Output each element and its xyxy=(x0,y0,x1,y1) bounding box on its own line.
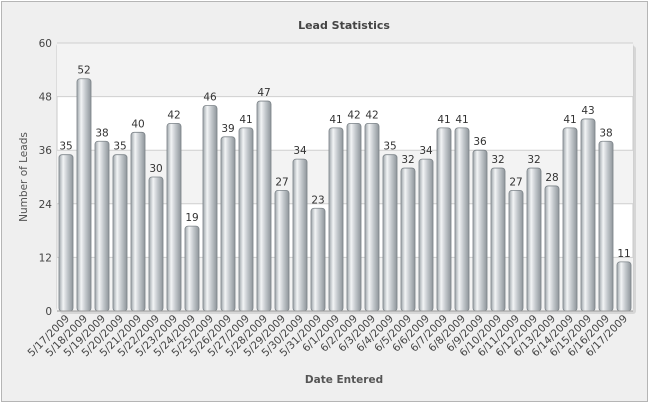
bar xyxy=(58,154,74,312)
data-label: 40 xyxy=(131,118,144,130)
bar xyxy=(562,127,578,312)
data-label: 38 xyxy=(95,127,108,139)
data-label: 35 xyxy=(113,141,126,153)
data-label: 43 xyxy=(581,105,594,117)
data-label: 41 xyxy=(563,114,576,126)
bar xyxy=(472,149,488,312)
data-label: 38 xyxy=(599,127,612,139)
data-label: 32 xyxy=(527,154,540,166)
data-label: 41 xyxy=(455,114,468,126)
bar xyxy=(220,136,236,312)
data-label: 42 xyxy=(167,109,180,121)
data-label: 11 xyxy=(617,248,630,260)
bar xyxy=(274,189,290,312)
y-tick-label: 0 xyxy=(45,306,52,318)
data-label: 39 xyxy=(221,123,234,135)
y-tick-label: 12 xyxy=(39,252,52,264)
data-label: 28 xyxy=(545,172,558,184)
bar xyxy=(328,127,344,312)
bar xyxy=(436,127,452,312)
bar xyxy=(112,154,128,312)
data-label: 41 xyxy=(329,114,342,126)
data-label: 23 xyxy=(311,194,324,206)
y-tick-label: 24 xyxy=(39,199,53,211)
bar xyxy=(76,78,92,312)
bar xyxy=(580,118,596,312)
chart-title: Lead Statistics xyxy=(298,19,390,32)
bar xyxy=(598,140,614,312)
bar xyxy=(94,140,110,312)
data-label: 34 xyxy=(419,145,433,157)
data-label: 30 xyxy=(149,163,162,175)
data-label: 52 xyxy=(77,65,90,77)
y-tick-label: 60 xyxy=(39,38,52,50)
bar xyxy=(364,123,380,312)
bar xyxy=(202,105,218,312)
bar xyxy=(454,127,470,312)
bar xyxy=(382,154,398,312)
bar xyxy=(166,123,182,312)
grid-band xyxy=(57,43,633,97)
x-axis-title: Date Entered xyxy=(305,374,383,386)
bar xyxy=(310,207,326,312)
bar xyxy=(148,176,164,312)
bar xyxy=(130,131,146,312)
data-label: 42 xyxy=(347,109,360,121)
data-label: 34 xyxy=(293,145,307,157)
bar xyxy=(238,127,254,312)
data-label: 41 xyxy=(239,114,252,126)
data-label: 46 xyxy=(203,92,217,104)
y-axis-title: Number of Leads xyxy=(18,132,30,222)
data-label: 47 xyxy=(257,87,270,99)
bar xyxy=(490,167,506,312)
data-label: 32 xyxy=(491,154,504,166)
data-label: 27 xyxy=(275,176,288,188)
bar xyxy=(256,100,272,312)
data-label: 35 xyxy=(59,141,72,153)
data-label: 35 xyxy=(383,141,396,153)
data-label: 32 xyxy=(401,154,414,166)
bar xyxy=(616,261,632,312)
bar xyxy=(400,167,416,312)
data-label: 41 xyxy=(437,114,450,126)
data-label: 36 xyxy=(473,136,487,148)
bar xyxy=(544,185,560,312)
bar xyxy=(184,225,200,312)
bar xyxy=(346,123,362,312)
data-label: 19 xyxy=(185,212,198,224)
y-tick-label: 36 xyxy=(39,145,53,157)
bar xyxy=(418,158,434,312)
bar xyxy=(292,158,308,312)
data-label: 42 xyxy=(365,109,378,121)
y-tick-label: 48 xyxy=(39,92,52,104)
bar xyxy=(508,189,524,312)
data-label: 27 xyxy=(509,176,522,188)
bar xyxy=(526,167,542,312)
